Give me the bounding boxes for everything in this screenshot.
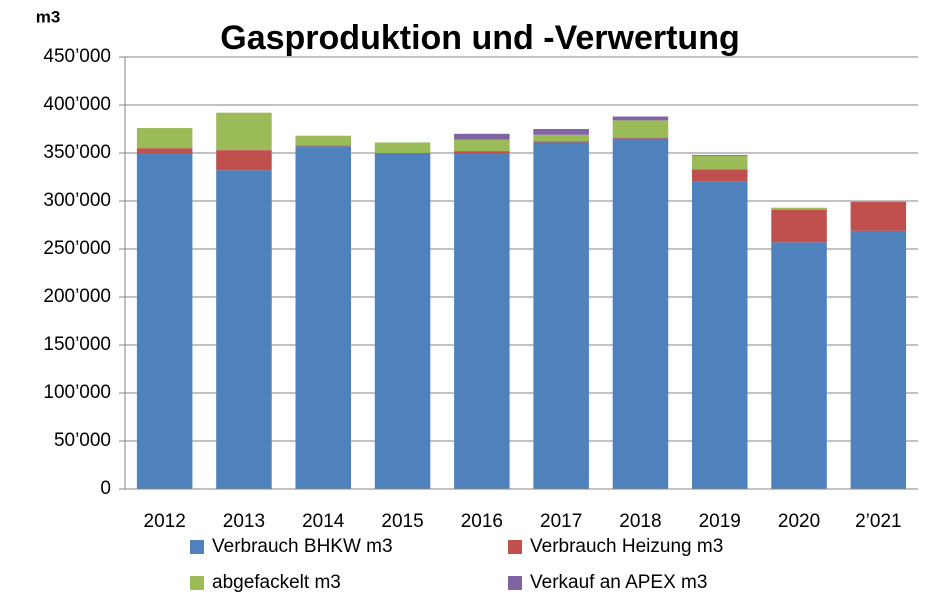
- bar-segment: [850, 201, 907, 231]
- bar-segment: [374, 153, 431, 489]
- bar-segment: [771, 207, 827, 210]
- legend-swatch: [190, 576, 204, 590]
- y-tick-label: 250’000: [43, 238, 111, 259]
- x-tick-label: 2019: [699, 511, 741, 532]
- bar-segment: [295, 135, 352, 146]
- x-tick-label: 2016: [461, 511, 503, 532]
- bar-segment: [216, 112, 272, 151]
- bar-segment: [374, 153, 431, 154]
- y-tick-label: 50’000: [54, 430, 111, 451]
- bar-segment: [771, 242, 827, 489]
- bar-segment: [295, 145, 352, 147]
- bar-segment: [295, 146, 352, 489]
- x-tick-label: 2020: [778, 511, 820, 532]
- bar-segment: [136, 153, 193, 489]
- bar-segment: [691, 181, 748, 490]
- bar-segment: [691, 169, 748, 182]
- bar-segment: [533, 134, 589, 142]
- y-tick-label: 200’000: [43, 286, 111, 307]
- y-tick-label: 450’000: [43, 46, 111, 67]
- bar-segment: [374, 142, 431, 153]
- legend-label: abgefackelt m3: [212, 572, 341, 593]
- x-tick-label: 2012: [144, 511, 186, 532]
- legend-label: Verbrauch Heizung m3: [530, 536, 723, 557]
- y-tick-label: 300’000: [43, 190, 111, 211]
- y-axis-label: m3: [36, 7, 61, 26]
- bar-segment: [533, 129, 589, 135]
- bar-segment: [691, 155, 748, 170]
- bar-segment: [612, 116, 669, 121]
- bar-segment: [216, 150, 272, 171]
- x-tick-label: 2018: [619, 511, 661, 532]
- bar-segment: [216, 170, 272, 489]
- bar-segment: [850, 230, 907, 489]
- y-tick-label: 400’000: [43, 94, 111, 115]
- y-tick-label: 100’000: [43, 382, 111, 403]
- legend-swatch: [508, 576, 522, 590]
- y-tick-label: 150’000: [43, 334, 111, 355]
- y-tick-label: 0: [100, 478, 111, 499]
- bar-segment: [691, 154, 748, 156]
- bar-segment: [136, 128, 193, 149]
- legend-label: Verkauf an APEX m3: [530, 572, 707, 593]
- bar-segment: [136, 148, 193, 153]
- bar-segment: [454, 153, 510, 489]
- y-tick-label: 350’000: [43, 142, 111, 163]
- bar-segment: [454, 139, 510, 152]
- x-tick-label: 2014: [302, 511, 345, 532]
- legend-swatch: [190, 540, 204, 554]
- x-tick-label: 2015: [381, 511, 423, 532]
- bar-segment: [612, 137, 669, 139]
- bar-segment: [533, 141, 589, 143]
- bar-segment: [612, 138, 669, 489]
- x-tick-label: 2’021: [855, 511, 902, 532]
- legend-swatch: [508, 540, 522, 554]
- bar-segment: [771, 209, 827, 243]
- chart-title: Gasproduktion und -Verwertung: [220, 19, 739, 57]
- bar-segment: [454, 151, 510, 153]
- bar-segment: [612, 120, 669, 138]
- x-tick-label: 2013: [223, 511, 265, 532]
- bar-segment: [454, 133, 510, 140]
- bar-segment: [850, 201, 907, 202]
- x-tick-label: 2017: [540, 511, 582, 532]
- legend-label: Verbrauch BHKW m3: [212, 536, 393, 557]
- bar-segment: [533, 142, 589, 489]
